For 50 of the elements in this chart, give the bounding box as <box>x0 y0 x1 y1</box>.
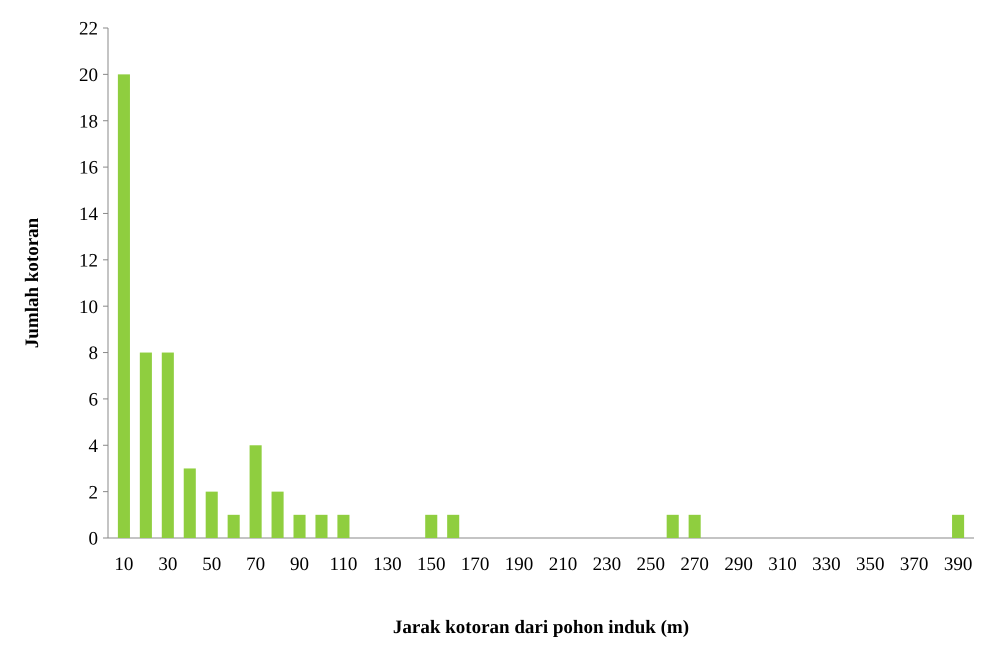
bar <box>293 514 306 538</box>
bar <box>206 492 218 538</box>
y-tick-label: 6 <box>88 390 98 411</box>
y-tick-label: 20 <box>79 65 98 86</box>
bar <box>118 74 130 538</box>
bar <box>688 514 701 538</box>
y-tick-label: 18 <box>79 111 98 132</box>
bar <box>447 514 460 538</box>
x-tick-label: 50 <box>202 554 222 575</box>
x-tick-label: 110 <box>330 554 358 575</box>
x-axis-title: Jarak kotoran dari pohon induk (m) <box>392 617 690 638</box>
y-axis-title: Jumlah kotoran <box>22 217 43 348</box>
bar <box>425 514 438 538</box>
y-tick-label: 4 <box>88 436 98 457</box>
x-tick-label: 150 <box>416 554 446 575</box>
bar <box>162 352 174 538</box>
bar <box>184 468 196 538</box>
x-tick-label: 90 <box>290 554 310 575</box>
x-tick-label: 370 <box>900 554 928 575</box>
x-tick-label: 350 <box>856 554 885 575</box>
bar <box>272 492 284 538</box>
x-tick-label: 170 <box>460 554 490 575</box>
y-tick-label: 10 <box>79 296 98 318</box>
x-tick-label: 290 <box>724 554 753 575</box>
x-tick-label: 390 <box>944 554 972 575</box>
x-tick-label: 10 <box>114 554 134 575</box>
bar <box>140 352 152 538</box>
x-tick-label: 230 <box>592 554 622 575</box>
y-tick-label: 12 <box>79 250 98 272</box>
y-tick-label: 16 <box>79 158 98 179</box>
x-tick-label: 30 <box>158 554 178 575</box>
x-tick-label: 310 <box>768 554 797 575</box>
y-tick-label: 2 <box>88 482 98 504</box>
x-tick-label: 330 <box>812 554 841 575</box>
y-tick-label: 14 <box>79 204 98 226</box>
bar <box>315 514 328 538</box>
bar <box>666 514 679 538</box>
x-tick-label: 130 <box>373 554 402 575</box>
bar <box>228 514 240 538</box>
bar <box>250 445 262 538</box>
y-tick-label: 22 <box>79 18 98 40</box>
x-tick-label: 270 <box>680 554 709 575</box>
x-tick-label: 210 <box>548 554 578 575</box>
x-tick-label: 250 <box>636 554 666 575</box>
x-tick-label: 70 <box>246 554 266 575</box>
x-tick-label: 190 <box>504 554 534 575</box>
y-tick-label: 0 <box>88 528 98 550</box>
bar <box>337 514 350 538</box>
bar <box>952 514 964 538</box>
y-tick-label: 8 <box>88 343 98 364</box>
